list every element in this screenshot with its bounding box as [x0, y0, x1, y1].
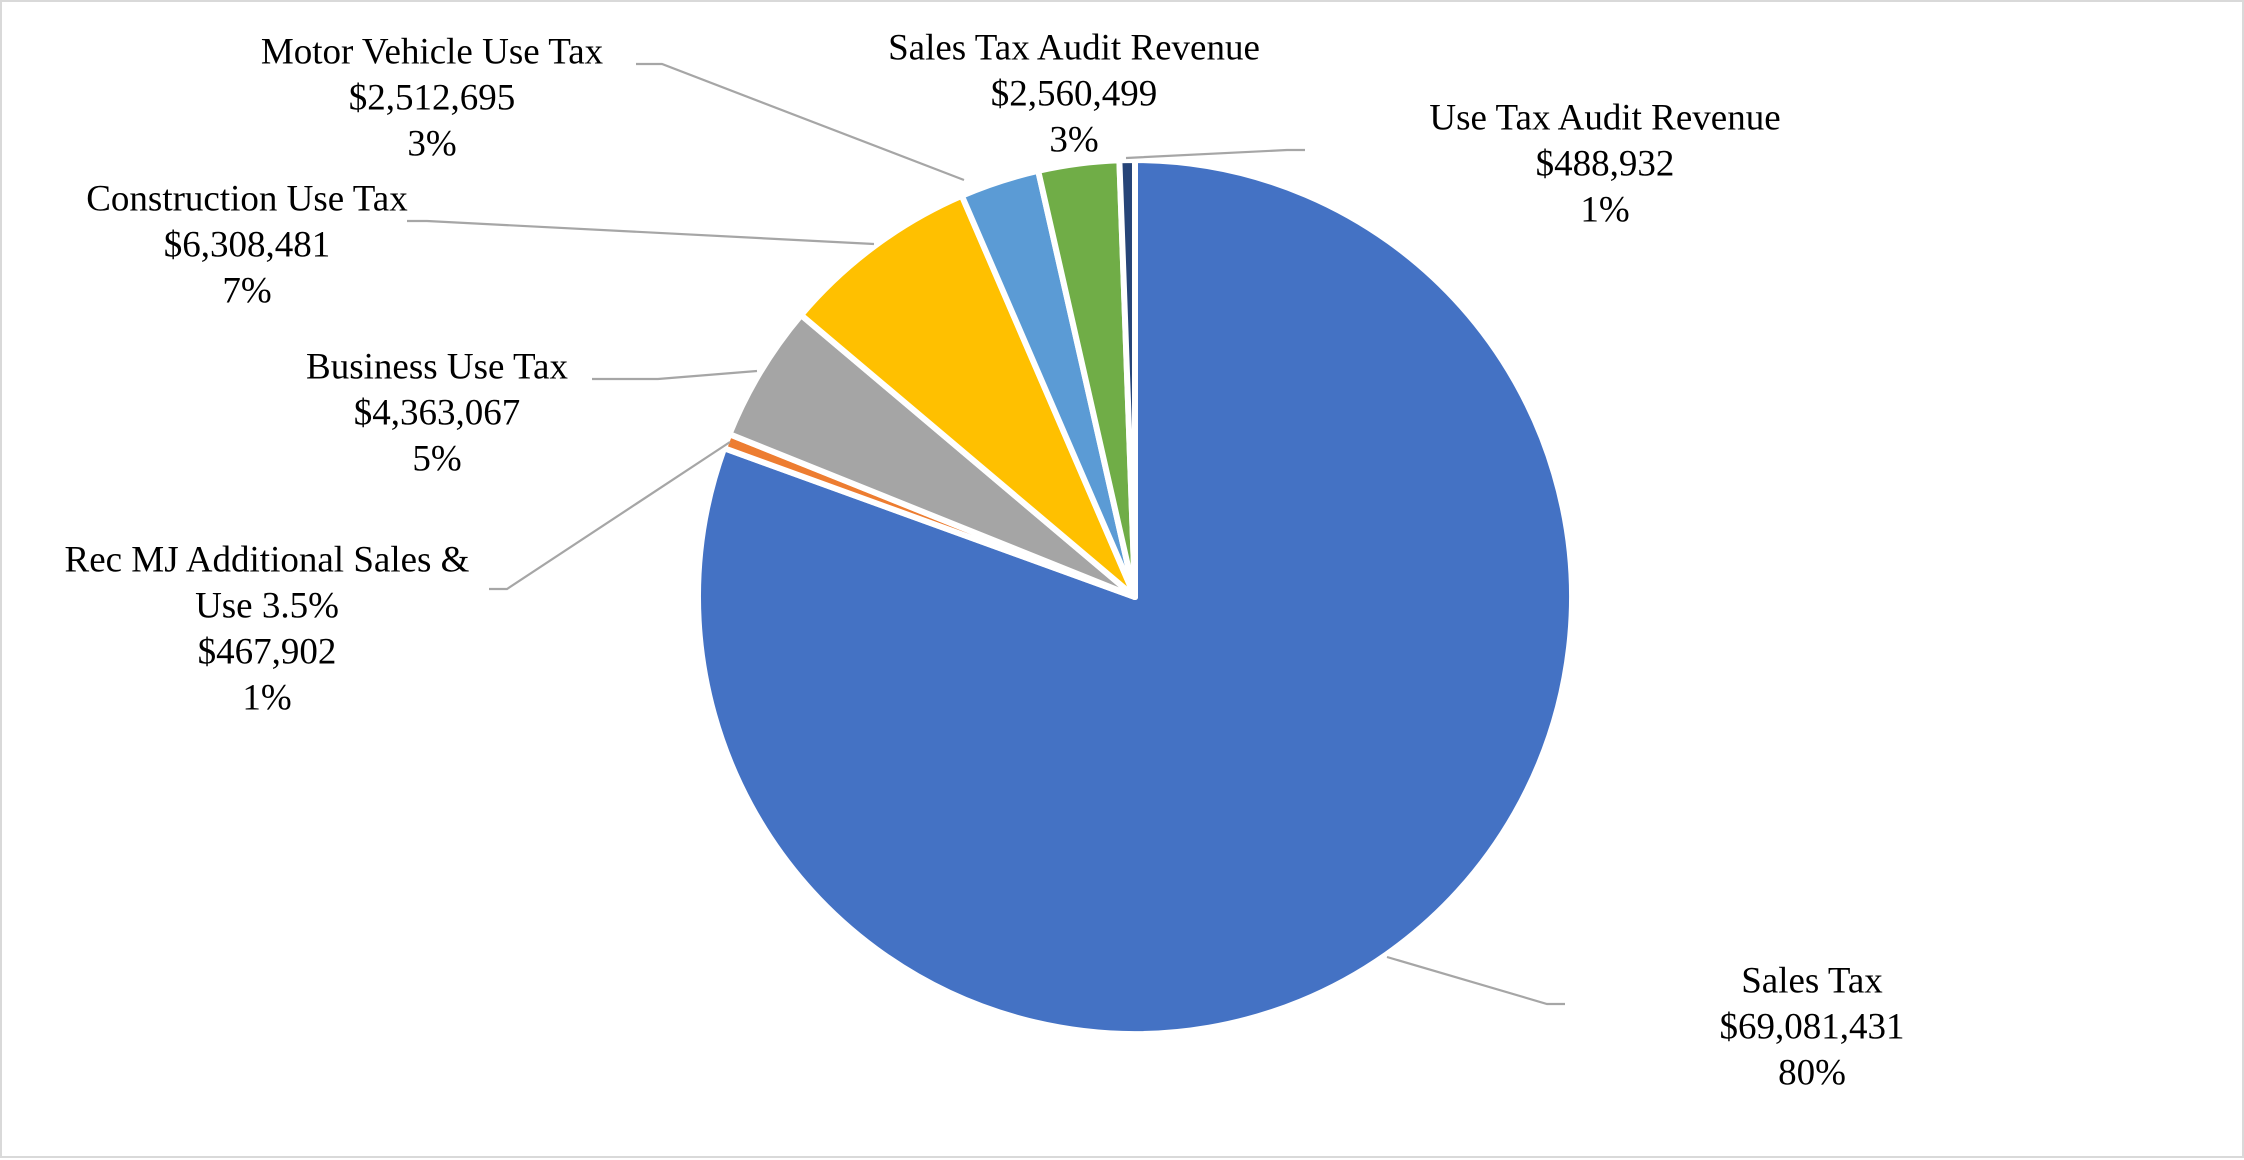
leader-line-use-tax-audit-revenue: [1125, 148, 1305, 160]
data-label-rec-mj-additional-sales-use-3-5: Rec MJ Additional Sales & Use 3.5% $467,90…: [65, 539, 470, 718]
label-category-sales-tax: Sales Tax: [1741, 960, 1883, 1001]
label-percent-sales-tax: 80%: [1778, 1052, 1846, 1093]
data-label-sales-tax: Sales Tax $69,081,431 80%: [1720, 960, 1905, 1093]
leader-line-motor-vehicle-use-tax: [636, 62, 965, 182]
pie-slice-construction-use-tax: [798, 192, 1138, 600]
leader-line-construction-use-tax: [407, 219, 875, 246]
label-percent-business-use-tax: 5%: [412, 438, 461, 479]
data-labels: Sales Tax $69,081,431 80% Rec MJ Additional…: [65, 27, 1905, 1093]
data-label-sales-tax-audit-revenue: Sales Tax Audit Revenue $2,560,499 3%: [888, 27, 1260, 160]
label-percent-use-tax-audit-revenue: 1%: [1580, 189, 1629, 230]
label-percent-construction-use-tax: 7%: [222, 270, 271, 311]
label-category-construction-use-tax: Construction Use Tax: [86, 178, 408, 219]
label-value-use-tax-audit-revenue: $488,932: [1536, 143, 1675, 184]
label-value-motor-vehicle-use-tax: $2,512,695: [349, 77, 516, 118]
data-label-construction-use-tax: Construction Use Tax $6,308,481 7%: [86, 178, 408, 311]
label-category-use-tax-audit-revenue: Use Tax Audit Revenue: [1429, 97, 1780, 138]
leader-line-sales-tax: [1386, 955, 1565, 1006]
label-category-motor-vehicle-use-tax: Motor Vehicle Use Tax: [261, 31, 604, 72]
label-category-business-use-tax: Business Use Tax: [306, 346, 568, 387]
label-value-construction-use-tax: $6,308,481: [164, 224, 331, 265]
label-value-sales-tax: $69,081,431: [1720, 1006, 1905, 1047]
leader-line-business-use-tax: [592, 369, 758, 381]
leader-line-rec-mj-additional-sales-use-3-5: [489, 441, 731, 591]
data-label-business-use-tax: Business Use Tax $4,363,067 5%: [306, 346, 568, 479]
label-value-sales-tax-audit-revenue: $2,560,499: [991, 73, 1158, 114]
pie-slices: [695, 156, 1575, 1037]
label-value-business-use-tax: $4,363,067: [354, 392, 521, 433]
label-category-rec-mj-additional-sales-use-3-5: Rec MJ Additional Sales &: [65, 539, 470, 580]
label-percent-rec-mj-additional-sales-use-3-5: 1%: [242, 677, 291, 718]
label-category-sales-tax-audit-revenue: Sales Tax Audit Revenue: [888, 27, 1260, 68]
label-value-rec-mj-additional-sales-use-3-5: $467,902: [198, 631, 337, 672]
pie-slice-use-tax-audit-revenue: [1116, 156, 1138, 600]
data-label-motor-vehicle-use-tax: Motor Vehicle Use Tax $2,512,695 3%: [261, 31, 604, 164]
leader-lines: [407, 62, 1565, 1006]
data-label-use-tax-audit-revenue: Use Tax Audit Revenue $488,932 1%: [1429, 97, 1780, 230]
label-percent-motor-vehicle-use-tax: 3%: [407, 123, 456, 164]
label-category-rec-mj-additional-sales-use-3-5: Use 3.5%: [195, 585, 339, 626]
label-percent-sales-tax-audit-revenue: 3%: [1049, 119, 1098, 160]
